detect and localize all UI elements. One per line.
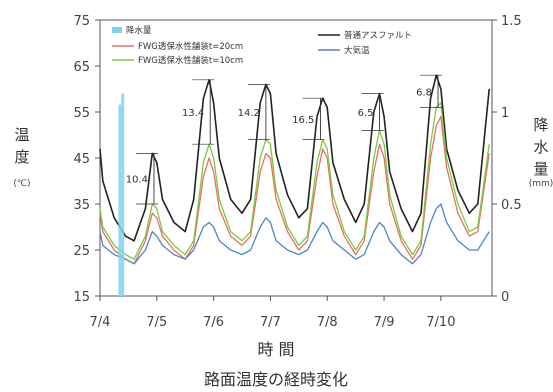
x-tick-label-6: 7/10 [426,315,455,330]
legend-label-3: 普通アスファルト [344,30,412,41]
y-right-tick-label-2: 1 [501,106,509,121]
y-right-axis-title-2: 量 [533,160,548,178]
x-axis-title: 時 間 [257,340,294,359]
y-left-tick-label-0: 15 [73,290,90,305]
chart-title: 路面温度の経時変化 [204,370,348,389]
y-right-tick-label-1: 0.5 [501,198,522,213]
y-left-axis-title-1: 度 [14,148,29,166]
left-axis-unit: (℃) [13,179,30,189]
x-tick-label-5: 7/9 [374,315,395,330]
annotation-label-1: 13.4 [182,108,204,119]
annotation-label-4: 6.5 [358,108,374,119]
y-left-tick-label-3: 45 [73,152,90,167]
axis-labels: 時 間 路面温度の経時変化 (℃) (mm) 温度 降水量 [13,116,553,389]
legend-label-2: FWG透保水性舗装t=10cm [138,55,243,66]
y-right-tick-label-0: 0 [501,290,509,305]
y-left-tick-label-6: 75 [73,14,90,29]
y-right-axis-title-0: 降 [533,116,548,134]
annotation-label-2: 14.2 [238,108,260,119]
y-right-axis-title-1: 水 [533,138,548,156]
rain-bar-0 [118,104,122,296]
x-tick-label-2: 7/6 [203,315,224,330]
x-tick-label-0: 7/4 [90,315,111,330]
annotation-label-0: 10.4 [126,175,148,186]
legend-label-1: FWG透保水性舗装t=20cm [138,41,243,52]
series-line-0 [99,74,490,242]
y-right-tick-label-3: 1.5 [501,14,522,29]
x-tick-label-3: 7/7 [260,315,281,330]
series-layer [99,74,490,296]
legend-label-4: 大気温 [344,45,370,56]
legend-swatch-0 [112,27,122,33]
x-tick-label-4: 7/8 [317,315,338,330]
annotations-layer: 10.4 13.4 14.2 16.5 6.5 6.8 [126,74,443,205]
x-tick-label-1: 7/5 [146,315,167,330]
y-left-tick-label-2: 35 [73,198,90,213]
y-left-tick-label-1: 25 [73,244,90,259]
y-left-tick-label-5: 65 [73,60,90,75]
series-line-2 [99,102,490,260]
y-left-tick-label-4: 55 [73,106,90,121]
annotation-label-5: 6.8 [416,87,432,98]
annotation-label-3: 16.5 [292,115,314,126]
right-axis-unit: (mm) [529,179,553,189]
series-line-3 [99,203,490,265]
legend-label-0: 降水量 [126,25,152,36]
ticks-layer: 15 25 35 45 55 65 75 0 0.5 1 1.5 7/4 7/5 7/6 7/7 7/8 7/9… [73,14,521,330]
y-left-axis-title-0: 温 [14,126,29,144]
rain-bar-1 [121,93,125,296]
legend: 降水量 FWG透保水性舗装t=20cm FWG透保水性舗装t=10cm 普通アスファル… [112,25,412,66]
